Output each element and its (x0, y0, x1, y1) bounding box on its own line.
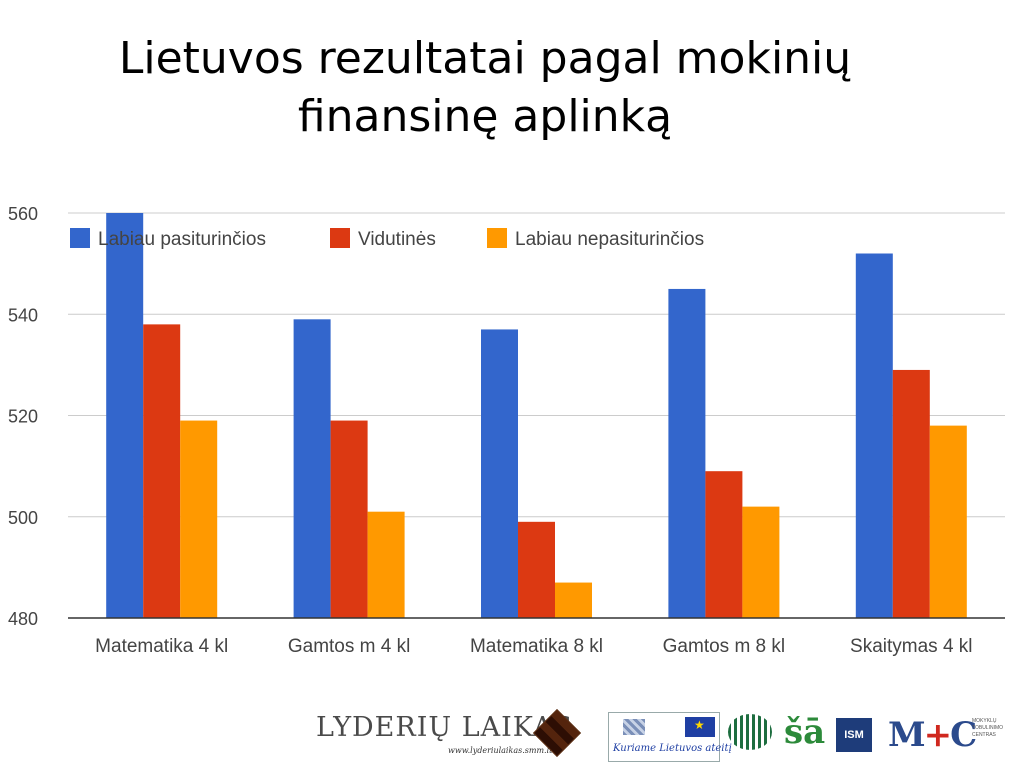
lyderiu-laikas-logo: LYDERIŲ LAIKAS www.lyderiulaikas.smm.lt (316, 708, 586, 762)
bar (481, 329, 518, 618)
y-tick-label: 560 (8, 204, 38, 224)
y-tick-label: 480 (8, 609, 38, 629)
axis-layer: 480 500 520 540 560 Matematika 4 kl Gamtos m 4… (8, 204, 1005, 657)
bar (742, 506, 780, 618)
y-tick-label: 540 (8, 305, 38, 325)
slide-title-line1: Lietuvos rezultatai pagal mokinių (118, 33, 852, 84)
slide-title-line2: finansinę aplinką (297, 91, 673, 142)
mtc-logo-text: MOKYKLŲ TOBULINIMO CENTRAS (972, 718, 1004, 738)
mtc-logo-icon: M+C (888, 715, 977, 755)
bar (106, 213, 144, 618)
slide-title: Lietuvos rezultatai pagal mokinių finans… (60, 30, 910, 146)
legend-swatch (70, 228, 90, 248)
bar (293, 319, 331, 618)
education-center-logo-icon (728, 714, 772, 750)
eu-flag-icon: ★ (685, 717, 715, 737)
bar (892, 369, 930, 618)
legend-label: Labiau nepasiturinčios (515, 229, 704, 250)
bar (555, 582, 592, 618)
legend-label: Labiau pasiturinčios (98, 229, 266, 250)
x-tick-label: Gamtos m 8 kl (663, 636, 785, 657)
legend: Labiau pasiturinčios Vidutinės Labiau nepa… (70, 228, 704, 250)
x-tick-label: Matematika 4 kl (95, 636, 228, 657)
bar (705, 471, 743, 618)
bar (518, 521, 555, 618)
legend-swatch (487, 228, 507, 248)
x-tick-label: Matematika 8 kl (470, 636, 603, 657)
ism-logo: ISM (836, 718, 872, 752)
bar (143, 324, 181, 618)
ministry-emblem-icon (623, 719, 645, 735)
eu-funds-logo: ★ Kuriame Lietuvos ateitį (608, 712, 732, 762)
bar (367, 511, 405, 618)
x-tick-label: Skaitymas 4 kl (850, 636, 972, 657)
bar (668, 288, 706, 618)
lyderiu-laikas-logo-text: LYDERIŲ LAIKAS (316, 712, 573, 743)
bar (929, 425, 967, 618)
lyderiu-laikas-url: www.lyderiulaikas.smm.lt (448, 746, 553, 755)
bar-chart: 480 500 520 540 560 Matematika 4 kl Gamtos m 4… (8, 204, 1005, 657)
y-tick-label: 500 (8, 508, 38, 528)
y-tick-label: 520 (8, 407, 38, 427)
nec-logo-icon: šā (784, 712, 826, 752)
legend-swatch (330, 228, 350, 248)
bar (330, 420, 368, 618)
bar (180, 420, 218, 618)
legend-label: Vidutinės (358, 229, 436, 250)
x-tick-label: Gamtos m 4 kl (288, 636, 410, 657)
bar-layer (106, 213, 967, 618)
bar (855, 253, 893, 618)
footer-logos: LYDERIŲ LAIKAS www.lyderiulaikas.smm.lt … (0, 700, 1024, 768)
grid-layer (68, 212, 1005, 518)
eu-funds-tagline: Kuriame Lietuvos ateitį (613, 743, 732, 754)
